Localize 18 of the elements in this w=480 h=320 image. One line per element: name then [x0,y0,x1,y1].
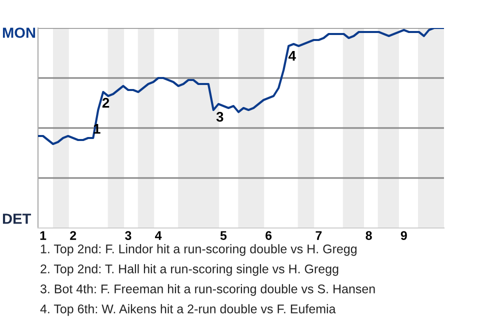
text: 2. Top 2nd: T. Hall hit a run-scoring single vs H. Gregg [40,264,338,276]
annotation: 3 [216,112,224,122]
x-tick-label: 7 [316,231,322,240]
text: 3. Bot 4th: F. Freeman hit a run-scoring double vs S. Hansen [40,284,375,296]
x-tick-label: 5 [220,231,227,240]
text: 4. Top 6th: W. Aikens hit a 2-run double vs F. Eufemia [40,304,336,316]
text: DET [2,214,32,224]
x-tick-label: 1 [40,231,46,240]
x-tick-label: 9 [400,231,407,240]
text: 1. Top 2nd: F. Lindor hit a run-scoring double vs H. Gregg [40,244,356,256]
x-tick-label: 8 [366,231,372,240]
x-tick-label: 4 [155,231,162,240]
x-tick-label: 3 [125,231,132,240]
text: MON [2,28,36,38]
x-tick-label: 6 [266,231,272,240]
annotation: 4 [288,51,296,61]
annotation: 2 [102,98,110,108]
x-tick-label: 2 [70,231,76,240]
